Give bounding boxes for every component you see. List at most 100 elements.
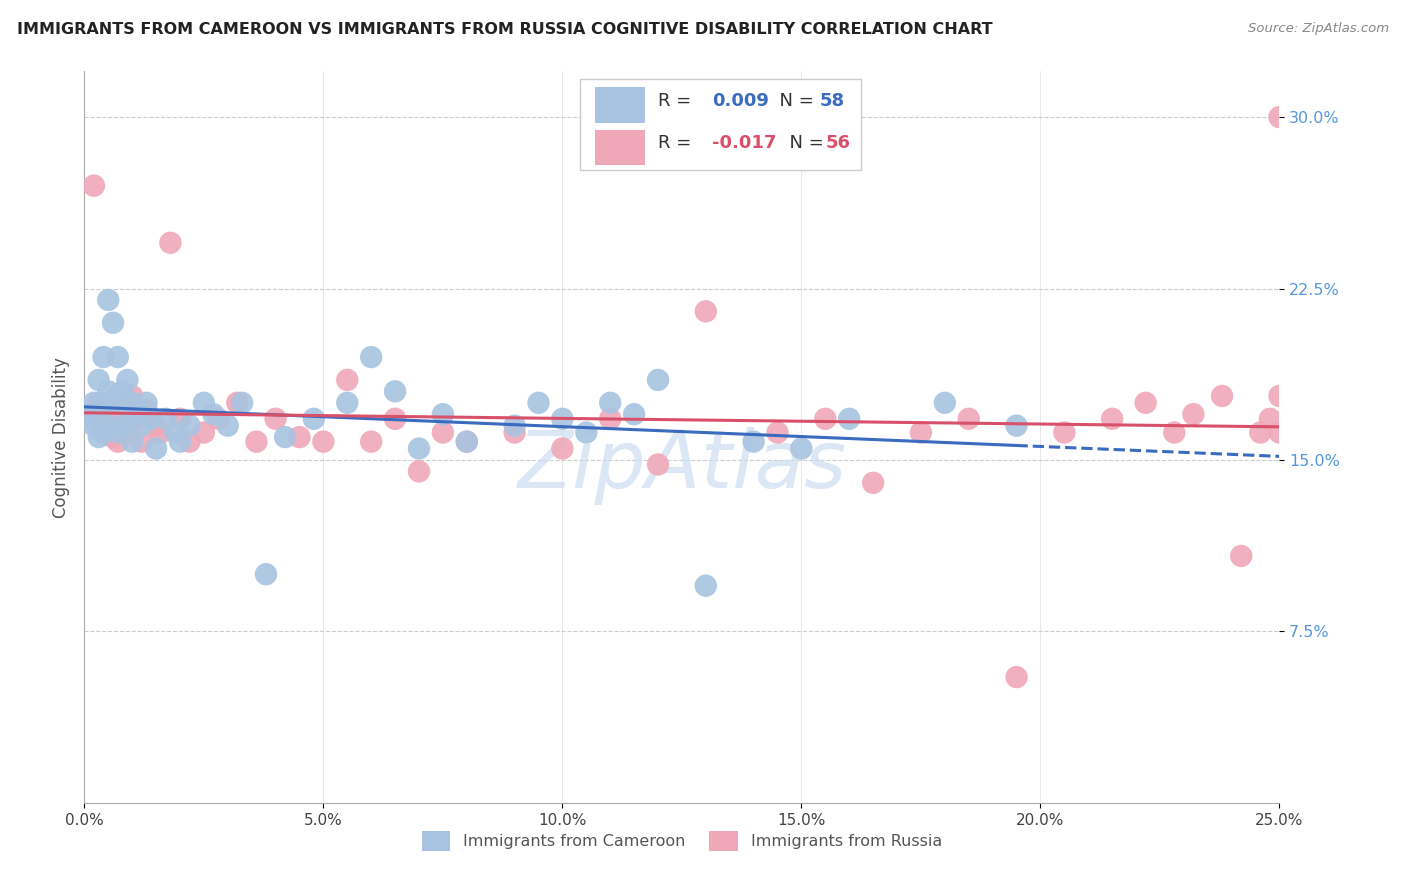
Point — [97, 384, 120, 399]
Point — [288, 430, 311, 444]
Point — [87, 412, 110, 426]
Point — [814, 412, 837, 426]
Point — [647, 458, 669, 472]
Point — [111, 418, 134, 433]
Point — [862, 475, 884, 490]
Point — [217, 418, 239, 433]
Point — [117, 373, 139, 387]
Point — [135, 396, 157, 410]
Point — [97, 293, 120, 307]
Text: N =: N = — [778, 134, 830, 152]
Legend: Immigrants from Cameroon, Immigrants from Russia: Immigrants from Cameroon, Immigrants fro… — [415, 825, 949, 857]
Point — [87, 373, 110, 387]
Point — [360, 350, 382, 364]
Point — [1053, 425, 1076, 440]
Point — [107, 389, 129, 403]
FancyBboxPatch shape — [595, 87, 645, 122]
Point — [623, 407, 645, 421]
Point — [202, 407, 225, 421]
Text: IMMIGRANTS FROM CAMEROON VS IMMIGRANTS FROM RUSSIA COGNITIVE DISABILITY CORRELAT: IMMIGRANTS FROM CAMEROON VS IMMIGRANTS F… — [17, 22, 993, 37]
Point — [1135, 396, 1157, 410]
Point — [575, 425, 598, 440]
Point — [145, 442, 167, 456]
Text: Source: ZipAtlas.com: Source: ZipAtlas.com — [1249, 22, 1389, 36]
Point — [87, 396, 110, 410]
Point — [155, 412, 177, 426]
Point — [179, 418, 201, 433]
Point — [302, 412, 325, 426]
Point — [93, 396, 115, 410]
Point — [1163, 425, 1185, 440]
Point — [226, 396, 249, 410]
Point — [107, 434, 129, 449]
Point — [312, 434, 335, 449]
Point — [117, 425, 139, 440]
Point — [503, 418, 526, 433]
Point — [1230, 549, 1253, 563]
Point — [193, 396, 215, 410]
Point — [838, 412, 860, 426]
Point — [193, 425, 215, 440]
Point — [456, 434, 478, 449]
Text: 56: 56 — [825, 134, 851, 152]
Point — [695, 579, 717, 593]
Point — [121, 434, 143, 449]
Point — [408, 464, 430, 478]
Point — [87, 430, 110, 444]
Point — [83, 396, 105, 410]
Point — [360, 434, 382, 449]
Point — [77, 412, 100, 426]
Point — [599, 412, 621, 426]
Point — [97, 418, 120, 433]
Text: N =: N = — [768, 92, 820, 110]
Point — [83, 178, 105, 193]
Point — [264, 412, 287, 426]
Point — [695, 304, 717, 318]
Point — [165, 425, 187, 440]
Point — [101, 316, 124, 330]
Point — [1005, 418, 1028, 433]
Point — [934, 396, 956, 410]
Point — [93, 350, 115, 364]
Point — [742, 434, 765, 449]
FancyBboxPatch shape — [595, 129, 645, 165]
Point — [1268, 389, 1291, 403]
Point — [1005, 670, 1028, 684]
Text: ZipAtlas: ZipAtlas — [517, 427, 846, 506]
Point — [93, 412, 115, 426]
Point — [121, 396, 143, 410]
Point — [121, 389, 143, 403]
Point — [125, 412, 148, 426]
Point — [551, 412, 574, 426]
Point — [207, 412, 229, 426]
Point — [125, 402, 148, 417]
Point — [1101, 412, 1123, 426]
Point — [551, 442, 574, 456]
Point — [83, 418, 105, 433]
Point — [274, 430, 297, 444]
Point — [647, 373, 669, 387]
Point — [1268, 110, 1291, 124]
Point — [408, 442, 430, 456]
Point — [107, 412, 129, 426]
Text: -0.017: -0.017 — [711, 134, 776, 152]
Point — [131, 418, 153, 433]
Point — [97, 418, 120, 433]
Point — [599, 396, 621, 410]
Text: R =: R = — [658, 92, 697, 110]
Point — [790, 442, 813, 456]
Text: 58: 58 — [820, 92, 845, 110]
Point — [179, 434, 201, 449]
Point — [254, 567, 277, 582]
Point — [910, 425, 932, 440]
Point — [384, 384, 406, 399]
FancyBboxPatch shape — [581, 78, 862, 170]
Point — [231, 396, 253, 410]
Point — [1258, 412, 1281, 426]
Point — [159, 235, 181, 250]
Text: R =: R = — [658, 134, 697, 152]
Point — [766, 425, 789, 440]
Point — [107, 350, 129, 364]
Point — [527, 396, 550, 410]
Point — [1249, 425, 1271, 440]
